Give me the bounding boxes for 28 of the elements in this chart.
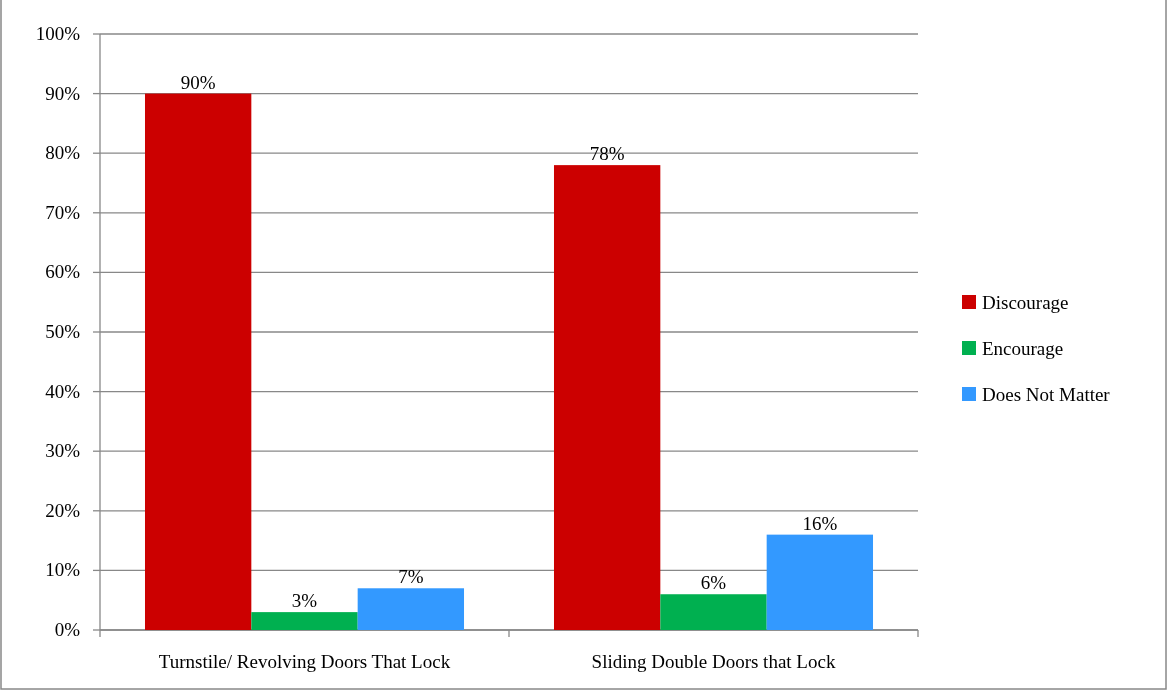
y-tick-label: 0% xyxy=(54,619,81,640)
y-tick-label: 100% xyxy=(35,23,81,44)
y-tick-label: 20% xyxy=(45,499,81,521)
y-tick-label: 70% xyxy=(45,201,81,223)
y-tick-label: 90% xyxy=(45,82,81,104)
bar xyxy=(553,165,661,630)
y-tick-label: 30% xyxy=(45,440,81,462)
x-tick-label: Sliding Double Doors that Lock xyxy=(591,651,836,672)
data-label: 90% xyxy=(180,71,216,93)
x-tick-label: Turnstile/ Revolving Doors That Lock xyxy=(158,651,451,672)
bar xyxy=(144,93,252,630)
y-tick-label: 60% xyxy=(45,261,81,283)
y-tick-label: 80% xyxy=(45,142,81,164)
bar xyxy=(660,594,767,630)
data-label: 6% xyxy=(700,572,727,594)
legend-label: Encourage xyxy=(982,338,1064,359)
legend-label: Does Not Matter xyxy=(982,384,1111,405)
bar xyxy=(766,534,874,630)
data-label: 16% xyxy=(802,512,838,534)
data-label: 3% xyxy=(291,590,318,612)
data-label: 7% xyxy=(398,566,424,588)
y-tick-label: 10% xyxy=(45,559,81,581)
y-tick-label: 50% xyxy=(45,321,81,342)
legend-label: Discourage xyxy=(982,292,1069,313)
data-label: 78% xyxy=(589,143,625,165)
bar xyxy=(357,588,465,630)
y-tick-label: 40% xyxy=(45,380,81,402)
bar xyxy=(251,612,358,630)
